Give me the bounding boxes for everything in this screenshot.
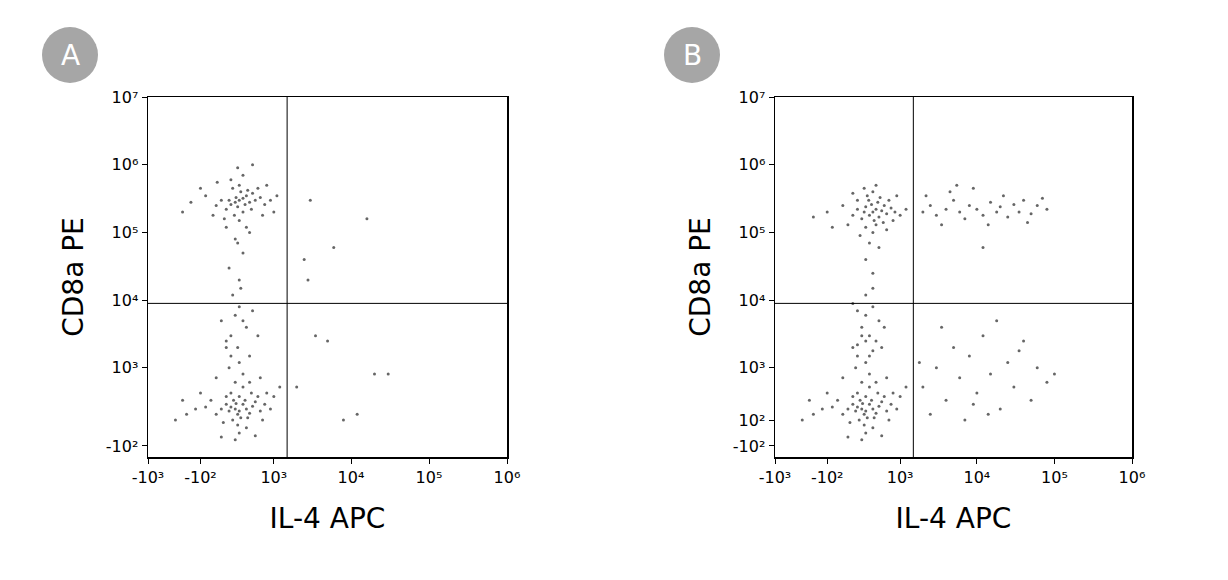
svg-text:-10²: -10² [106, 437, 139, 456]
svg-text:10⁴: 10⁴ [112, 291, 139, 310]
svg-text:10⁵: 10⁵ [416, 468, 443, 487]
svg-text:IL-4 APC: IL-4 APC [896, 502, 1012, 535]
svg-text:10⁵: 10⁵ [112, 223, 139, 242]
svg-text:10⁶: 10⁶ [1119, 468, 1146, 487]
svg-text:10⁴: 10⁴ [338, 468, 365, 487]
svg-text:10³: 10³ [739, 358, 766, 377]
svg-text:B: B [683, 39, 702, 72]
svg-text:10⁷: 10⁷ [112, 88, 139, 107]
svg-text:-10³: -10³ [132, 468, 165, 487]
svg-text:10⁶: 10⁶ [494, 468, 521, 487]
svg-text:-10²: -10² [733, 437, 766, 456]
svg-text:-10³: -10³ [759, 468, 792, 487]
svg-text:10⁴: 10⁴ [739, 291, 766, 310]
svg-text:10⁵: 10⁵ [739, 223, 766, 242]
svg-text:10³: 10³ [260, 468, 287, 487]
svg-text:10⁶: 10⁶ [112, 155, 139, 174]
svg-text:A: A [61, 39, 80, 72]
svg-text:10⁵: 10⁵ [1041, 468, 1068, 487]
svg-text:10²: 10² [739, 411, 766, 430]
svg-text:IL-4 APC: IL-4 APC [270, 502, 386, 535]
svg-text:CD8a PE: CD8a PE [57, 217, 90, 337]
svg-text:-10²: -10² [811, 468, 844, 487]
svg-text:CD8a PE: CD8a PE [684, 217, 717, 337]
svg-text:-10²: -10² [184, 468, 217, 487]
svg-text:10⁴: 10⁴ [963, 468, 990, 487]
svg-text:10³: 10³ [887, 468, 914, 487]
svg-text:10³: 10³ [112, 358, 139, 377]
svg-text:10⁶: 10⁶ [739, 155, 766, 174]
svg-text:10⁷: 10⁷ [739, 88, 766, 107]
